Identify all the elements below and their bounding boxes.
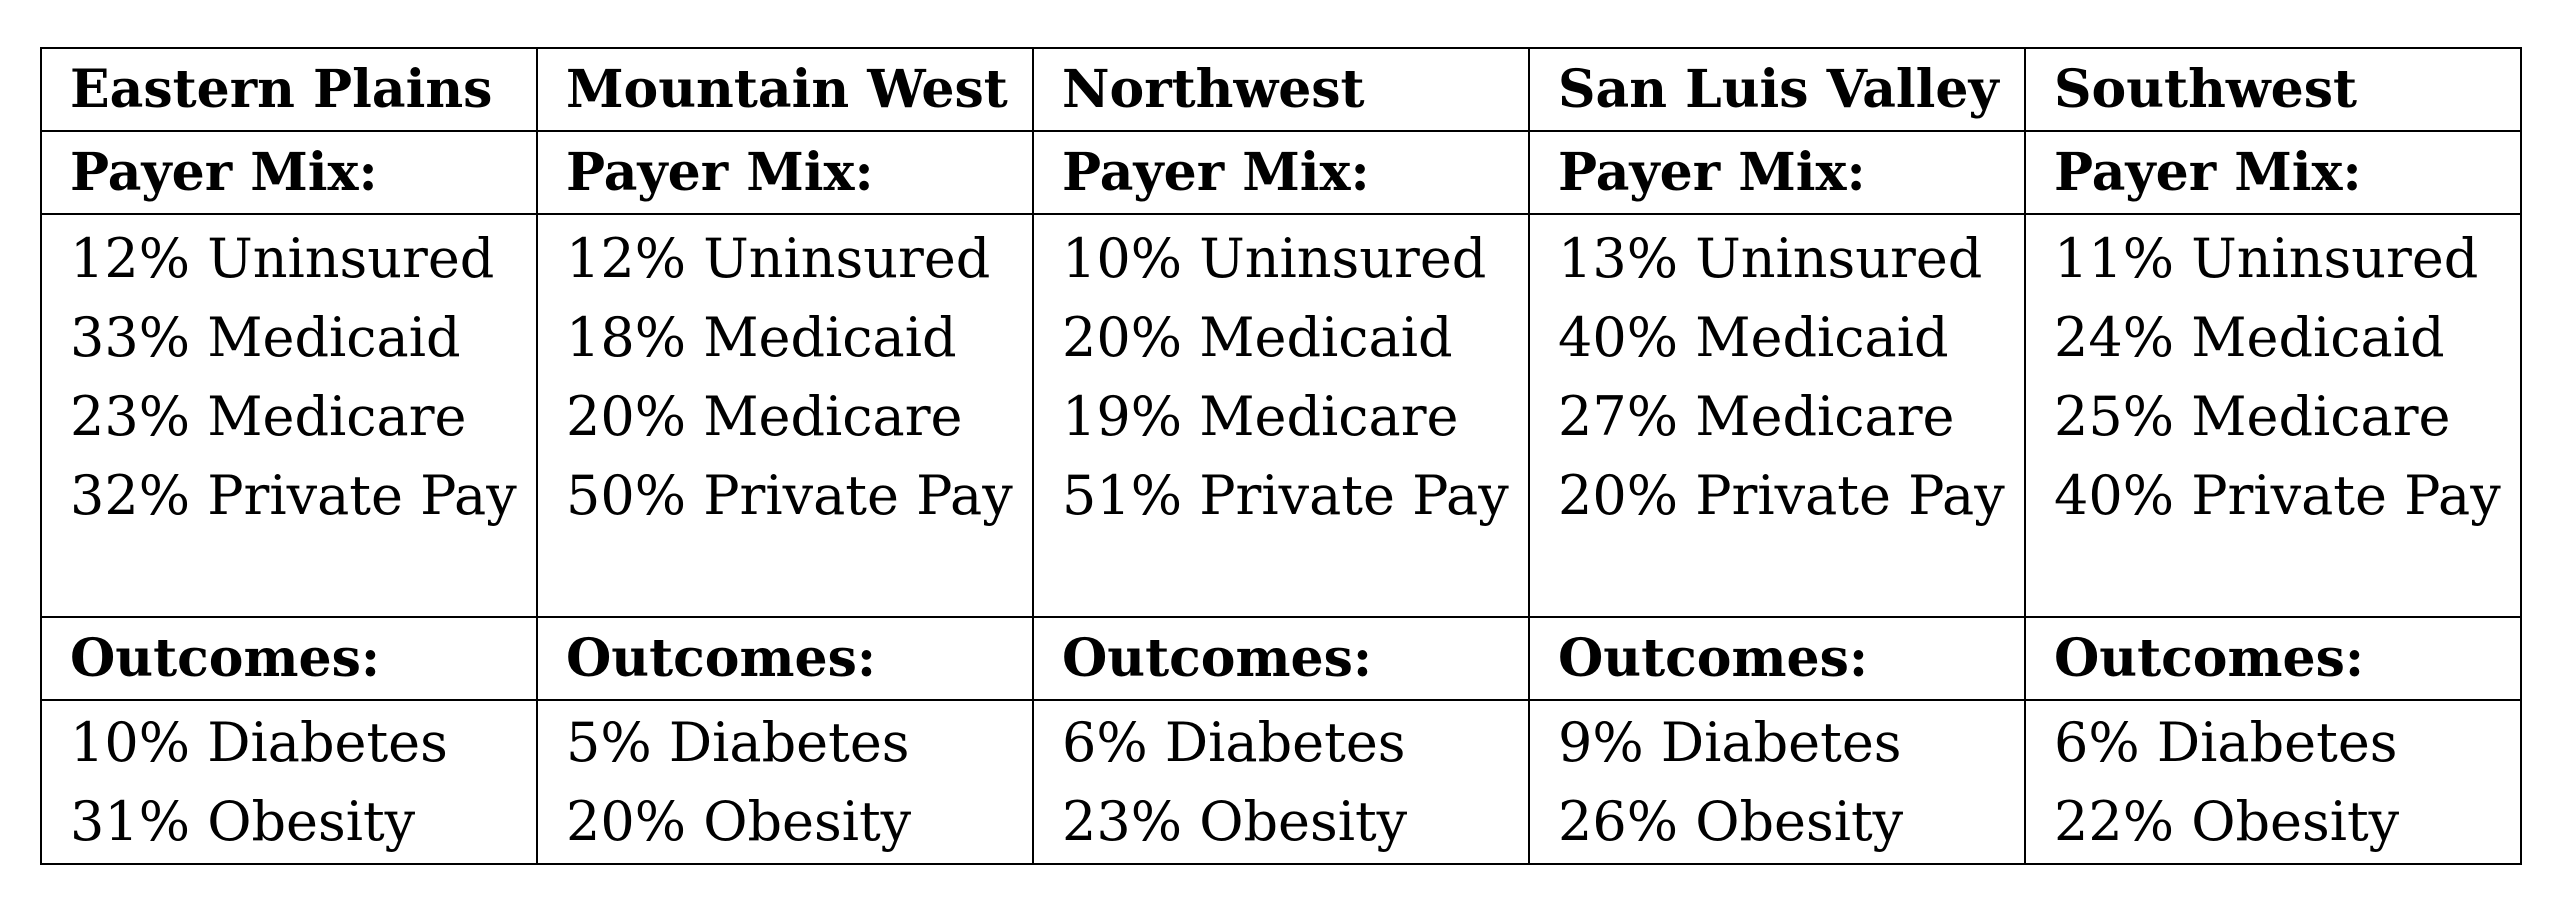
outcome-item: 31% Obesity — [70, 790, 416, 853]
payer-mix-item: 51% Private Pay — [1062, 464, 1509, 527]
outcomes-heading: Outcomes: — [536, 616, 1034, 701]
region-name: Northwest — [1032, 47, 1530, 132]
outcome-item: 6% Diabetes — [1062, 711, 1406, 774]
outcome-item: 9% Diabetes — [1558, 711, 1902, 774]
outcome-item: 23% Obesity — [1062, 790, 1408, 853]
payer-mix-cell: 12% Uninsured 33% Medicaid 23% Medicare … — [40, 213, 538, 618]
outcomes-heading: Outcomes: — [2024, 616, 2522, 701]
payer-mix-item: 24% Medicaid — [2054, 306, 2445, 369]
outcomes-heading: Outcomes: — [1528, 616, 2026, 701]
payer-mix-item: 32% Private Pay — [70, 464, 517, 527]
outcomes-heading-row: Outcomes: Outcomes: Outcomes: Outcomes: … — [40, 616, 2522, 701]
payer-mix-item: 13% Uninsured — [1558, 227, 1983, 290]
payer-mix-row: 12% Uninsured 33% Medicaid 23% Medicare … — [40, 213, 2522, 618]
payer-mix-heading: Payer Mix: — [536, 130, 1034, 215]
outcomes-cell: 6% Diabetes 23% Obesity — [1032, 699, 1530, 865]
outcomes-heading: Outcomes: — [40, 616, 538, 701]
outcomes-cell: 9% Diabetes 26% Obesity — [1528, 699, 2026, 865]
payer-mix-item: 18% Medicaid — [566, 306, 957, 369]
outcomes-cell: 6% Diabetes 22% Obesity — [2024, 699, 2522, 865]
outcome-item: 10% Diabetes — [70, 711, 448, 774]
region-name: Southwest — [2024, 47, 2522, 132]
region-name: Eastern Plains — [40, 47, 538, 132]
payer-mix-item: 12% Uninsured — [566, 227, 991, 290]
payer-mix-cell: 12% Uninsured 18% Medicaid 20% Medicare … — [536, 213, 1034, 618]
payer-mix-cell: 11% Uninsured 24% Medicaid 25% Medicare … — [2024, 213, 2522, 618]
payer-mix-item: 10% Uninsured — [1062, 227, 1487, 290]
payer-mix-item: 11% Uninsured — [2054, 227, 2479, 290]
payer-mix-item: 40% Medicaid — [1558, 306, 1949, 369]
outcome-item: 26% Obesity — [1558, 790, 1904, 853]
payer-mix-heading: Payer Mix: — [1032, 130, 1530, 215]
payer-mix-item: 40% Private Pay — [2054, 464, 2501, 527]
payer-mix-item: 50% Private Pay — [566, 464, 1013, 527]
region-comparison-table: Eastern Plains Mountain West Northwest S… — [40, 47, 2522, 865]
payer-mix-heading-row: Payer Mix: Payer Mix: Payer Mix: Payer M… — [40, 130, 2522, 215]
outcomes-heading: Outcomes: — [1032, 616, 1530, 701]
region-name: San Luis Valley — [1528, 47, 2026, 132]
region-name: Mountain West — [536, 47, 1034, 132]
payer-mix-item: 27% Medicare — [1558, 385, 1955, 448]
region-header-row: Eastern Plains Mountain West Northwest S… — [40, 47, 2522, 132]
payer-mix-item: 25% Medicare — [2054, 385, 2451, 448]
outcome-item: 20% Obesity — [566, 790, 912, 853]
payer-mix-item: 33% Medicaid — [70, 306, 461, 369]
payer-mix-item: 19% Medicare — [1062, 385, 1459, 448]
outcome-item: 6% Diabetes — [2054, 711, 2398, 774]
outcome-item: 5% Diabetes — [566, 711, 910, 774]
payer-mix-item: 12% Uninsured — [70, 227, 495, 290]
outcome-item: 22% Obesity — [2054, 790, 2400, 853]
payer-mix-item: 20% Medicaid — [1062, 306, 1453, 369]
outcomes-cell: 5% Diabetes 20% Obesity — [536, 699, 1034, 865]
outcomes-cell: 10% Diabetes 31% Obesity — [40, 699, 538, 865]
payer-mix-item: 20% Private Pay — [1558, 464, 2005, 527]
payer-mix-heading: Payer Mix: — [40, 130, 538, 215]
outcomes-row: 10% Diabetes 31% Obesity 5% Diabetes 20%… — [40, 699, 2522, 865]
payer-mix-cell: 10% Uninsured 20% Medicaid 19% Medicare … — [1032, 213, 1530, 618]
payer-mix-heading: Payer Mix: — [1528, 130, 2026, 215]
payer-mix-item: 23% Medicare — [70, 385, 467, 448]
payer-mix-item: 20% Medicare — [566, 385, 963, 448]
payer-mix-heading: Payer Mix: — [2024, 130, 2522, 215]
payer-mix-cell: 13% Uninsured 40% Medicaid 27% Medicare … — [1528, 213, 2026, 618]
